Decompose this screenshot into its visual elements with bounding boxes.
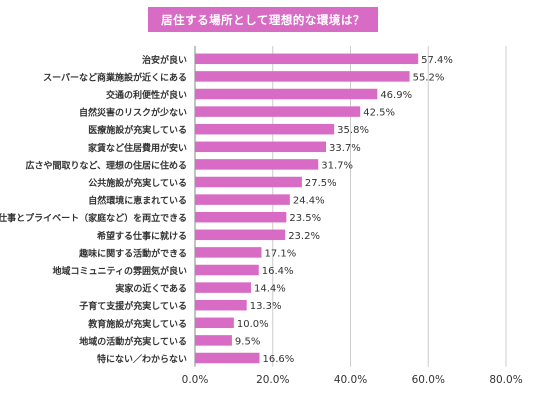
data-label: 17.1% [264,248,296,259]
bar [195,335,232,346]
data-label: 27.5% [305,178,337,189]
bar [195,71,410,82]
bar [195,176,302,188]
data-label: 9.5% [235,336,260,347]
data-label: 13.3% [250,301,282,312]
data-label: 33.7% [329,143,361,154]
bar [195,88,378,100]
data-label: 46.9% [380,90,412,101]
category-label: 自然環境に恵まれている [88,195,187,207]
bar [195,106,361,117]
data-label: 23.2% [288,231,320,242]
x-tick-label: 60.0% [412,374,445,386]
bar [195,317,234,329]
category-label: 仕事とプライベート（家庭など）を両立できる [0,212,187,224]
chart-title: 居住する場所として理想的な環境は？ [148,7,378,32]
bar [195,53,419,65]
data-label: 35.8% [337,125,369,136]
bar [195,247,262,258]
x-tick-label: 0.0% [182,374,209,386]
data-label: 55.2% [413,72,445,83]
bar [195,194,290,205]
category-label: 実家の近くである [115,283,187,295]
data-label: 16.4% [262,266,294,277]
category-label: 地域の活動が充実している [79,335,187,347]
x-tick-label: 40.0% [334,374,367,386]
bar [195,123,335,135]
category-label: 特にない／わからない [97,353,187,365]
data-label: 10.0% [237,319,269,330]
category-label: 治安が良い [142,54,187,66]
category-label: 交通の利便性が良い [106,89,187,101]
bar [195,211,287,223]
data-label: 14.4% [254,284,286,295]
bar [195,352,260,364]
category-label: 希望する仕事に就ける [97,230,187,242]
data-label: 42.5% [363,108,395,119]
bar [195,264,259,276]
data-label: 57.4% [421,55,453,66]
data-label: 31.7% [321,160,353,171]
category-label: 広さや間取りなど、理想の住居に住める [25,159,187,171]
data-label: 24.4% [293,196,325,207]
category-label: 公共施設が充実している [88,177,187,189]
bar [195,141,327,153]
x-tick-label: 20.0% [256,374,289,386]
category-label: 子育て支援が充実している [79,300,187,312]
bar [195,159,319,170]
data-label: 16.6% [263,354,295,365]
category-label: 医療施設が充実している [88,124,187,136]
bar [195,229,286,241]
category-label: 教育施設が充実している [87,318,187,330]
category-label: 家賃など住居費用が安い [88,142,187,154]
category-label: スーパーなど商業施設が近くにある [43,71,187,83]
category-label: 自然災害のリスクが少ない [79,107,187,119]
bar [195,282,251,293]
category-label: 地域コミュニティの雰囲気が良い [53,265,187,277]
data-label: 23.5% [289,213,321,224]
bar [195,299,247,311]
x-tick-label: 80.0% [489,374,522,386]
category-label: 趣味に関する活動ができる [78,247,187,259]
